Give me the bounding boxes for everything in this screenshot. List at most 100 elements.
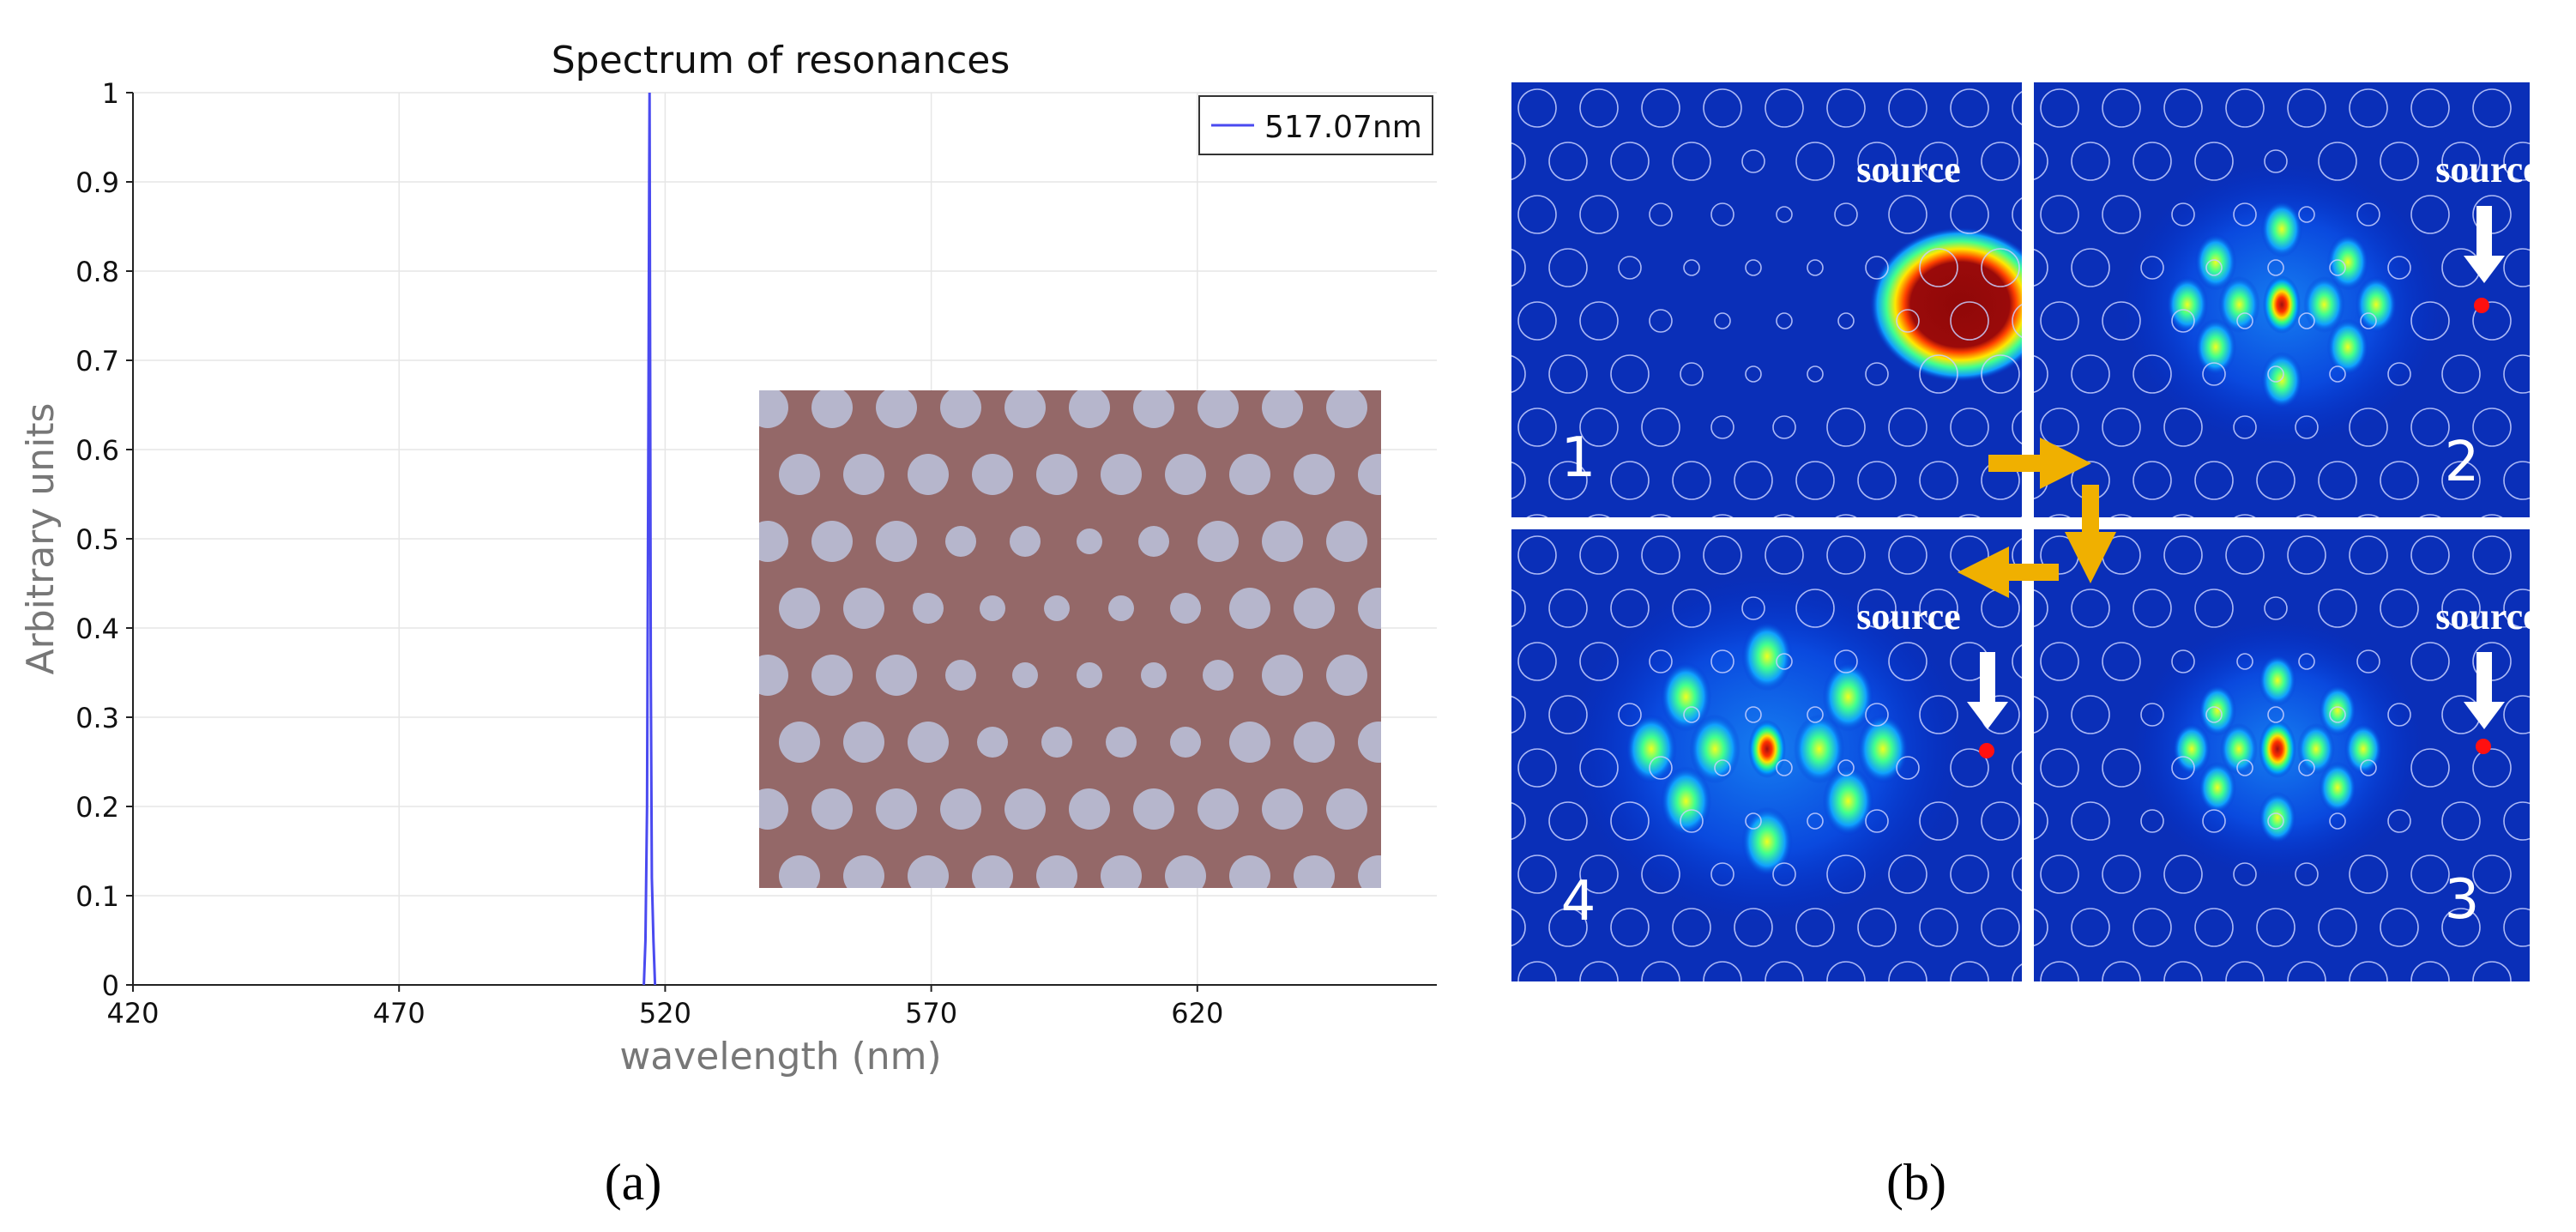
lattice-hole-outline bbox=[2071, 589, 2110, 628]
inset-hole bbox=[1262, 390, 1303, 428]
lattice-hole-outline bbox=[2472, 408, 2512, 447]
lattice-hole-outline bbox=[1807, 259, 1824, 276]
lattice-hole-outline bbox=[2298, 206, 2315, 223]
lattice-hole-outline bbox=[2503, 801, 2530, 841]
lattice-hole-outline bbox=[1711, 514, 1734, 517]
lattice-hole-outline bbox=[1981, 142, 2020, 181]
inset-hole bbox=[1229, 588, 1270, 629]
lattice-hole-outline bbox=[1579, 961, 1619, 981]
lattice-hole-outline bbox=[1919, 801, 1958, 841]
legend: 517.07nm bbox=[1198, 95, 1433, 155]
lattice-hole-outline bbox=[1680, 809, 1704, 833]
lattice-hole-outline bbox=[1457, 855, 1494, 893]
lattice-hole-outline bbox=[2410, 961, 2450, 981]
legend-label: 517.07nm bbox=[1264, 110, 1422, 145]
lattice-hole-outline bbox=[1511, 249, 1526, 287]
lattice-hole-outline bbox=[2034, 802, 2048, 840]
panel-number-3: 3 bbox=[2445, 868, 2480, 932]
lattice-hole-outline bbox=[1920, 1015, 1958, 1053]
lattice-hole-outline bbox=[1919, 248, 1958, 287]
inset-hole bbox=[843, 855, 884, 888]
x-tick-label: 420 bbox=[106, 997, 159, 1030]
lattice-hole-outline bbox=[1897, 514, 1919, 517]
lattice-hole-outline bbox=[2349, 855, 2388, 894]
lattice-hole-outline bbox=[2387, 703, 2411, 727]
lattice-hole-outline bbox=[1826, 88, 1866, 128]
lattice-hole-outline bbox=[2357, 514, 2380, 517]
lattice-hole-outline bbox=[2040, 961, 2079, 981]
lattice-hole-outline bbox=[1511, 909, 1526, 946]
field-lobe bbox=[2173, 723, 2211, 775]
lattice-hole-outline bbox=[1683, 706, 1700, 723]
lattice-hole-outline bbox=[2329, 812, 2346, 830]
field-map-panel-3 bbox=[2034, 529, 2573, 981]
lattice-hole-outline bbox=[1487, 1015, 1525, 1053]
field-lobe bbox=[1741, 621, 1793, 691]
x-tick-label: 470 bbox=[373, 997, 425, 1030]
lattice-hole-outline bbox=[2535, 536, 2573, 574]
lattice-hole-outline bbox=[1549, 1015, 1587, 1053]
lattice-hole-outline bbox=[2503, 589, 2530, 628]
source-pointer-3 bbox=[2464, 652, 2505, 729]
field-lobe bbox=[1794, 714, 1845, 784]
lattice-hole-outline bbox=[1888, 195, 1927, 234]
lattice-hole-outline bbox=[2225, 535, 2265, 575]
y-tick-label: 0.2 bbox=[75, 791, 119, 824]
field-lobe bbox=[2199, 762, 2236, 813]
lattice-hole-outline bbox=[2102, 408, 2141, 447]
lattice-hole-outline bbox=[2034, 696, 2048, 734]
lattice-hole-outline bbox=[2133, 36, 2171, 74]
lattice-hole-outline bbox=[1457, 536, 1494, 574]
lattice-hole-outline bbox=[2133, 461, 2172, 500]
lattice-hole-outline bbox=[1457, 196, 1494, 233]
inset-hole bbox=[779, 855, 820, 888]
lattice-hole-outline bbox=[2387, 362, 2411, 386]
lattice-hole-outline bbox=[2535, 749, 2573, 787]
lattice-hole-outline bbox=[2034, 142, 2048, 180]
lattice-hole-outline bbox=[2387, 809, 2411, 833]
x-tick-label: 620 bbox=[1171, 997, 1223, 1030]
inset-hole bbox=[1004, 788, 1046, 830]
lattice-hole-outline bbox=[2298, 312, 2315, 329]
lattice-hole-outline bbox=[1837, 312, 1855, 329]
lattice-hole-outline bbox=[1703, 88, 1742, 128]
lattice-hole-outline bbox=[2380, 908, 2419, 947]
lattice-hole-outline bbox=[1865, 703, 1889, 727]
lattice-hole-outline bbox=[2472, 301, 2512, 341]
inset-hole bbox=[1036, 454, 1077, 495]
inset-hole bbox=[1358, 454, 1381, 495]
inset-hole bbox=[1077, 662, 1102, 688]
lattice-hole-outline bbox=[1649, 202, 1673, 226]
lattice-hole-outline bbox=[1776, 759, 1793, 776]
lattice-hole-outline bbox=[2441, 589, 2481, 628]
lattice-hole-outline bbox=[2566, 355, 2576, 393]
lattice-hole-outline bbox=[1511, 355, 1526, 393]
lattice-hole-outline bbox=[1673, 36, 1710, 74]
y-tick-label: 0.6 bbox=[75, 434, 119, 467]
inset-hole bbox=[1262, 521, 1303, 562]
inset-hole bbox=[1106, 727, 1137, 758]
inset-hole bbox=[913, 593, 944, 624]
lattice-hole-outline bbox=[2257, 36, 2295, 74]
lattice-hole-outline bbox=[1579, 408, 1619, 447]
lattice-hole-outline bbox=[2318, 142, 2357, 181]
lattice-hole-outline bbox=[2535, 89, 2573, 127]
lattice-hole-outline bbox=[1579, 301, 1619, 341]
field-lobe bbox=[2355, 276, 2398, 333]
lattice-hole-outline bbox=[2441, 142, 2481, 181]
lattice-hole-outline bbox=[1950, 855, 1989, 894]
lattice-hole-outline bbox=[1741, 149, 1765, 173]
lattice-hole-outline bbox=[2410, 301, 2450, 341]
lattice-hole-outline bbox=[1796, 1015, 1834, 1053]
lattice-hole-outline bbox=[2071, 801, 2110, 841]
source-pointer-4 bbox=[1967, 652, 2008, 729]
lattice-hole-outline bbox=[1579, 855, 1619, 894]
lattice-hole-outline bbox=[2040, 855, 2079, 894]
lattice-hole-outline bbox=[2298, 653, 2315, 670]
lattice-hole-outline bbox=[1548, 908, 1588, 947]
lattice-hole-outline bbox=[1807, 812, 1824, 830]
lattice-hole-outline bbox=[2140, 703, 2164, 727]
lattice-hole-outline bbox=[1611, 1015, 1649, 1053]
inset-hole bbox=[908, 722, 949, 763]
lattice-hole-outline bbox=[1548, 248, 1588, 287]
